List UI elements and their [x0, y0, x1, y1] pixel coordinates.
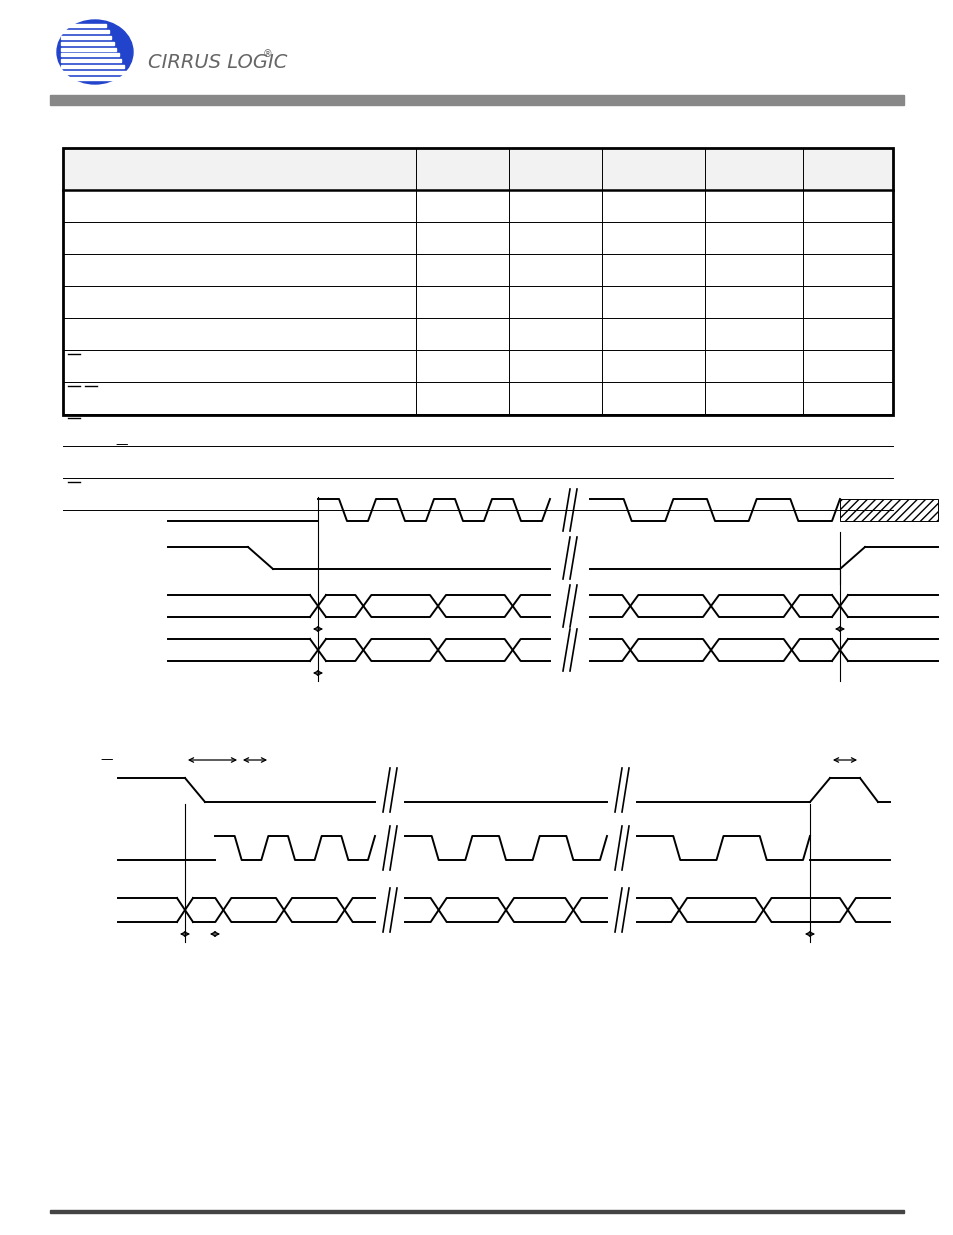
- Bar: [61, 72, 127, 74]
- Bar: [63, 148, 892, 190]
- Bar: [61, 77, 129, 80]
- Bar: [61, 59, 121, 62]
- Text: CIRRUS LOGIC: CIRRUS LOGIC: [148, 53, 287, 72]
- Text: —: —: [115, 438, 128, 452]
- Bar: [61, 53, 119, 57]
- Bar: [61, 48, 116, 51]
- Bar: [63, 148, 892, 415]
- Text: —: —: [100, 753, 112, 767]
- Ellipse shape: [57, 20, 132, 84]
- Bar: [50, 95, 903, 105]
- Text: ®: ®: [263, 49, 273, 59]
- Bar: [61, 36, 112, 38]
- Bar: [61, 42, 113, 44]
- Bar: [50, 1210, 903, 1213]
- Bar: [840, 499, 937, 521]
- Bar: [61, 30, 109, 33]
- Bar: [61, 65, 124, 68]
- Bar: [61, 23, 107, 27]
